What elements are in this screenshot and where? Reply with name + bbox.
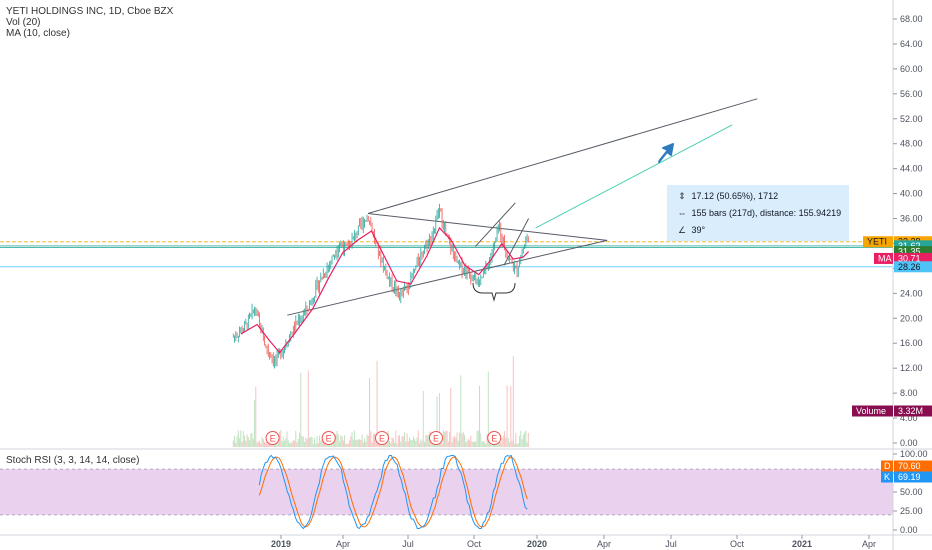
trendline-resistance [367, 213, 608, 241]
earnings-marker-label: E [491, 434, 497, 444]
price-tick-label: 64.00 [900, 39, 923, 49]
stoch-value: 70.60 [898, 461, 921, 471]
stoch-k-line [258, 454, 528, 530]
earnings-marker[interactable] [429, 431, 444, 445]
time-tick-label: 2021 [792, 539, 812, 549]
volume-indicator-label: Vol (20) [6, 17, 41, 28]
ma-indicator-label: MA (10, close) [6, 28, 70, 39]
earnings-marker[interactable] [374, 431, 389, 445]
price-label-3-value-bg [894, 252, 932, 264]
price-tick-label: 8.00 [900, 388, 918, 398]
stoch-value: 69.19 [898, 472, 921, 482]
price-label-2-value: 31.35 [898, 247, 921, 257]
price-tick-label: 4.00 [900, 413, 918, 423]
earnings-marker-label: E [270, 434, 276, 444]
time-tick-label: Jul [402, 539, 414, 549]
angle-icon: ∠ [677, 225, 687, 235]
stoch-tag-bg [881, 471, 893, 483]
price-label-2-value-bg [894, 246, 932, 258]
time-tick-label: Apr [336, 539, 350, 549]
price-tick-label: 60.00 [900, 64, 923, 74]
price-tick-label: 52.00 [900, 114, 923, 124]
price-tick-label: 16.00 [900, 338, 923, 348]
price-tick-label: 12.00 [900, 363, 923, 373]
time-tick-label: 2020 [527, 539, 547, 549]
stoch-tick-label: 0.00 [900, 525, 918, 535]
price-tick-label: 44.00 [900, 164, 923, 174]
drawing-lines [0, 98, 893, 316]
measurement-tooltip: ⇕ 17.12 (50.65%), 1712 ⇔ 155 bars (217d)… [667, 185, 849, 241]
measurement-line-1: 17.12 (50.65%), 1712 [691, 191, 779, 201]
stoch-rsi-label: Stoch RSI (3, 3, 14, 14, close) [6, 455, 140, 466]
stoch-tag-bg [881, 460, 893, 472]
price-tick-label: 24.00 [900, 288, 923, 298]
time-tick-label: Apr [597, 539, 611, 549]
price-tick-label: 36.00 [900, 214, 923, 224]
price-series [232, 203, 530, 369]
chart-title: YETI HOLDINGS INC, 1D, Cboe BZX [6, 6, 174, 17]
stoch-tag: D [884, 461, 891, 471]
time-tick-label: Jul [665, 539, 677, 549]
time-tick-label: Oct [730, 539, 745, 549]
stoch-series [258, 454, 528, 530]
stoch-value-bg [894, 471, 932, 483]
price-tick-label: 68.00 [900, 14, 923, 24]
time-tick-label: Apr [862, 539, 876, 549]
price-range-icon: ⇕ [678, 191, 686, 201]
bars-range-icon: ⇔ [677, 208, 687, 218]
price-label-5-tag: Volume [856, 406, 886, 416]
stoch-tick-label: 50.00 [900, 487, 923, 497]
price-labels: 32.28YETI31.6231.3530.71MA28.263.32MVolu… [852, 236, 932, 483]
earnings-marker[interactable] [321, 431, 336, 445]
earnings-marker[interactable] [487, 431, 502, 445]
price-label-5-value: 3.32M [898, 406, 923, 416]
price-label-3-value: 30.71 [898, 253, 921, 263]
earnings-marker-label: E [379, 434, 385, 444]
price-tick-label: 0.00 [900, 438, 918, 448]
time-tick-label: Oct [467, 539, 482, 549]
consolidation-bracket [472, 282, 516, 302]
price-label-4-value-bg [894, 261, 932, 273]
price-label-5-tag-bg [852, 405, 893, 417]
price-tick-label: 40.00 [900, 189, 923, 199]
price-tick-label: 48.00 [900, 139, 923, 149]
stoch-d-line [258, 456, 528, 528]
stoch-band [0, 469, 893, 515]
blue-arrow-icon [658, 143, 674, 163]
price-label-4-value: 28.26 [898, 262, 921, 272]
arrow-shape [658, 143, 674, 163]
trendline-channel-a [474, 202, 516, 247]
trendline-upper [367, 98, 758, 215]
stoch-tag: K [884, 472, 890, 482]
trendline-measure [535, 124, 733, 229]
price-label-0-tag: YETI [867, 237, 887, 247]
earnings-marker-label: E [326, 434, 332, 444]
measurement-line-3: 39° [691, 225, 706, 235]
ma-line [240, 226, 530, 354]
price-label-1-value-bg [894, 240, 932, 252]
price-label-3-tag-bg [874, 252, 893, 264]
price-tick-label: 56.00 [900, 89, 923, 99]
price-label-1-value: 31.62 [898, 241, 921, 251]
time-tick-label: 2019 [271, 539, 291, 549]
earnings-marker[interactable] [265, 431, 280, 445]
price-tick-label: 20.00 [900, 313, 923, 323]
stoch-tick-label: 100.00 [900, 449, 928, 459]
price-label-0-tag-bg [863, 236, 893, 248]
earnings-marker-label: E [433, 434, 439, 444]
measurement-line-2: 155 bars (217d), distance: 155.94219 [691, 208, 842, 218]
price-label-3-tag: MA [878, 253, 892, 263]
trendline-support [287, 239, 608, 316]
stoch-value-bg [894, 460, 932, 472]
stoch-tick-label: 25.00 [900, 506, 923, 516]
price-label-5-value-bg [894, 405, 932, 417]
